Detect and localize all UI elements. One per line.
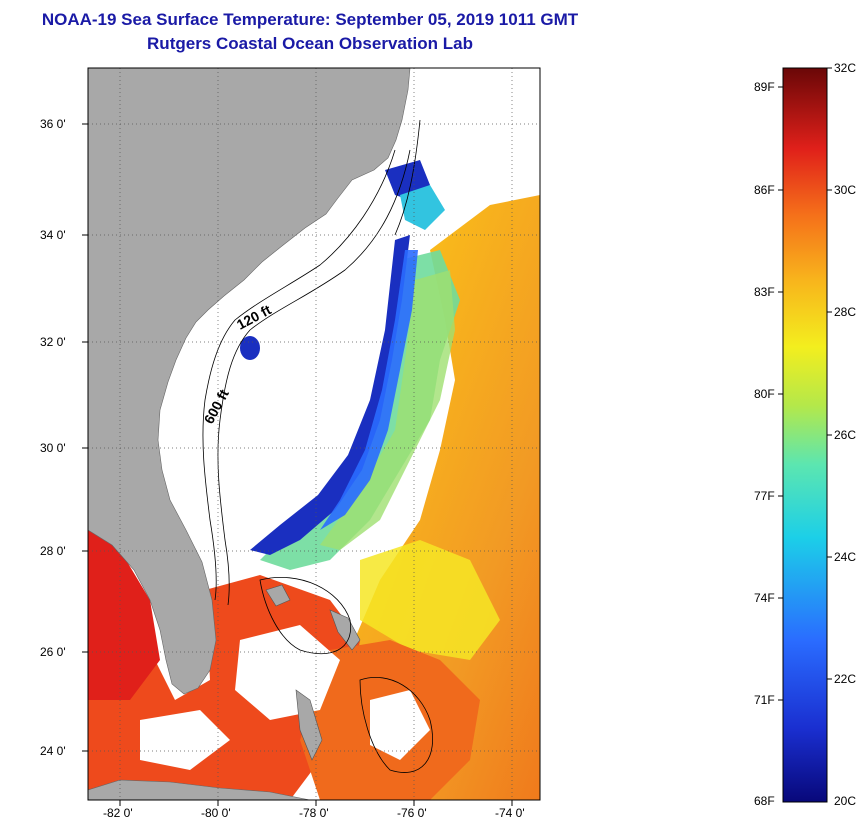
cb-f-77: 77F [754, 489, 775, 503]
contour-bahamas [259, 577, 352, 654]
cb-f-74: 74F [754, 591, 775, 605]
contour-bahamas-2 [359, 677, 433, 773]
lat-label-34: 34 0' [40, 228, 66, 242]
colorbar-ticks [778, 67, 832, 701]
lon-label-82: -82 0' [103, 806, 133, 820]
gulf-warm-water [88, 530, 160, 700]
land-bahamas-2 [295, 689, 323, 761]
cb-c-32: 32C [834, 61, 857, 75]
map-title: NOAA-19 Sea Surface Temperature: Septemb… [41, 10, 579, 29]
land-bahamas-3 [265, 584, 291, 607]
cold-edge-2 [320, 250, 418, 530]
lat-label-30: 30 0' [40, 441, 66, 455]
yellow-water-band [360, 540, 500, 660]
cb-c-26: 26C [834, 428, 857, 442]
lat-label-28: 28 0' [40, 544, 66, 558]
contour-120ft [202, 149, 396, 601]
lon-label-78: -78 0' [299, 806, 329, 820]
map-frame [87, 67, 541, 801]
cb-c-24: 24C [834, 550, 857, 564]
land-southeast-us [88, 68, 411, 695]
lat-label-32: 32 0' [40, 335, 66, 349]
lat-label-24: 24 0' [40, 744, 66, 758]
graticule [88, 68, 540, 800]
cb-c-20: 20C [834, 794, 857, 808]
cb-c-22: 22C [834, 672, 857, 686]
cb-f-80: 80F [754, 387, 775, 401]
cb-c-28: 28C [834, 305, 857, 319]
hatteras-cyan [400, 185, 445, 230]
lat-label-26: 26 0' [40, 645, 66, 659]
cb-c-30: 30C [834, 183, 857, 197]
cloud-gap-3 [370, 690, 430, 760]
lon-label-76: -76 0' [397, 806, 427, 820]
lat-label-36: 36 0' [40, 117, 66, 131]
cb-f-83: 83F [754, 285, 775, 299]
cold-edge [250, 235, 410, 555]
cloud-gap-1 [235, 625, 340, 720]
cb-f-71: 71F [754, 693, 775, 707]
land-bahamas-1 [329, 609, 361, 651]
lon-label-74: -74 0' [495, 806, 525, 820]
map-content [88, 68, 540, 800]
map-subtitle: Rutgers Coastal Ocean Observation Lab [147, 34, 473, 53]
cb-f-89: 89F [754, 80, 775, 94]
map-ticks [82, 123, 513, 806]
contour-600ft [217, 149, 411, 606]
cb-f-86: 86F [754, 183, 775, 197]
land-cuba [88, 779, 311, 800]
cloud-gap-2 [140, 710, 230, 770]
lon-label-80: -80 0' [201, 806, 231, 820]
colorbar [782, 67, 828, 803]
gulf-stream-inner [320, 270, 455, 550]
contour-deep [394, 119, 421, 236]
cb-f-68: 68F [754, 794, 775, 808]
